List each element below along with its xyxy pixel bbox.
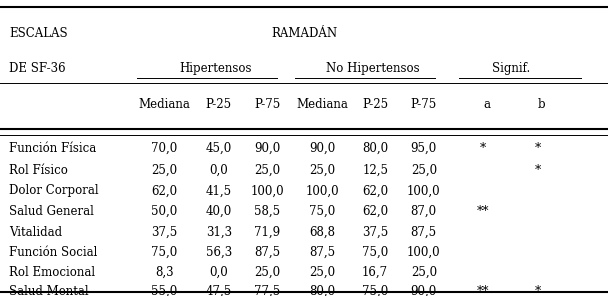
Text: Dolor Corporal: Dolor Corporal <box>9 184 98 197</box>
Text: 87,5: 87,5 <box>411 226 437 239</box>
Text: 80,0: 80,0 <box>362 141 388 155</box>
Text: 75,0: 75,0 <box>362 285 389 296</box>
Text: P-25: P-25 <box>206 98 232 111</box>
Text: *: * <box>535 141 541 155</box>
Text: 12,5: 12,5 <box>362 164 388 177</box>
Text: 31,3: 31,3 <box>206 226 232 239</box>
Text: 90,0: 90,0 <box>410 285 437 296</box>
Text: No Hipertensos: No Hipertensos <box>326 62 420 75</box>
Text: 71,9: 71,9 <box>255 226 280 239</box>
Text: *: * <box>535 164 541 177</box>
Text: Hipertensos: Hipertensos <box>179 62 252 75</box>
Text: 62,0: 62,0 <box>151 184 177 197</box>
Text: Mediana: Mediana <box>138 98 190 111</box>
Text: ESCALAS: ESCALAS <box>9 27 67 40</box>
Text: 58,5: 58,5 <box>255 205 280 218</box>
Text: 25,0: 25,0 <box>309 164 335 177</box>
Text: 100,0: 100,0 <box>250 184 285 197</box>
Text: 37,5: 37,5 <box>151 226 178 239</box>
Text: Vitalidad: Vitalidad <box>9 226 62 239</box>
Text: P-75: P-75 <box>254 98 281 111</box>
Text: 75,0: 75,0 <box>362 246 389 259</box>
Text: **: ** <box>477 285 489 296</box>
Text: 0,0: 0,0 <box>210 266 228 279</box>
Text: 25,0: 25,0 <box>411 266 437 279</box>
Text: 70,0: 70,0 <box>151 141 178 155</box>
Text: 8,3: 8,3 <box>155 266 173 279</box>
Text: *: * <box>480 141 486 155</box>
Text: P-25: P-25 <box>362 98 388 111</box>
Text: 37,5: 37,5 <box>362 226 389 239</box>
Text: Función Social: Función Social <box>9 246 97 259</box>
Text: 68,8: 68,8 <box>309 226 335 239</box>
Text: 55,0: 55,0 <box>151 285 178 296</box>
Text: 45,0: 45,0 <box>206 141 232 155</box>
Text: 90,0: 90,0 <box>254 141 281 155</box>
Text: Rol Emocional: Rol Emocional <box>9 266 95 279</box>
Text: Mediana: Mediana <box>296 98 348 111</box>
Text: 77,5: 77,5 <box>254 285 281 296</box>
Text: 100,0: 100,0 <box>407 184 441 197</box>
Text: a: a <box>483 98 490 111</box>
Text: b: b <box>537 98 545 111</box>
Text: 25,0: 25,0 <box>411 164 437 177</box>
Text: *: * <box>535 285 541 296</box>
Text: Rol Físico: Rol Físico <box>9 164 68 177</box>
Text: 87,5: 87,5 <box>309 246 335 259</box>
Text: 87,0: 87,0 <box>411 205 437 218</box>
Text: 90,0: 90,0 <box>309 141 336 155</box>
Text: Salud General: Salud General <box>9 205 94 218</box>
Text: 100,0: 100,0 <box>407 246 441 259</box>
Text: 75,0: 75,0 <box>151 246 178 259</box>
Text: 0,0: 0,0 <box>210 164 228 177</box>
Text: 50,0: 50,0 <box>151 205 178 218</box>
Text: 25,0: 25,0 <box>255 164 280 177</box>
Text: 25,0: 25,0 <box>151 164 177 177</box>
Text: Signif.: Signif. <box>492 62 530 75</box>
Text: 75,0: 75,0 <box>309 205 336 218</box>
Text: 16,7: 16,7 <box>362 266 388 279</box>
Text: 100,0: 100,0 <box>305 184 339 197</box>
Text: 47,5: 47,5 <box>206 285 232 296</box>
Text: **: ** <box>477 205 489 218</box>
Text: Función Física: Función Física <box>9 141 97 155</box>
Text: RAMADÁN: RAMADÁN <box>271 27 337 40</box>
Text: 80,0: 80,0 <box>309 285 335 296</box>
Text: 40,0: 40,0 <box>206 205 232 218</box>
Text: 62,0: 62,0 <box>362 205 388 218</box>
Text: Salud Mental: Salud Mental <box>9 285 89 296</box>
Text: 56,3: 56,3 <box>206 246 232 259</box>
Text: 41,5: 41,5 <box>206 184 232 197</box>
Text: 62,0: 62,0 <box>362 184 388 197</box>
Text: 25,0: 25,0 <box>255 266 280 279</box>
Text: 25,0: 25,0 <box>309 266 335 279</box>
Text: 87,5: 87,5 <box>255 246 280 259</box>
Text: DE SF-36: DE SF-36 <box>9 62 66 75</box>
Text: 95,0: 95,0 <box>410 141 437 155</box>
Text: P-75: P-75 <box>410 98 437 111</box>
